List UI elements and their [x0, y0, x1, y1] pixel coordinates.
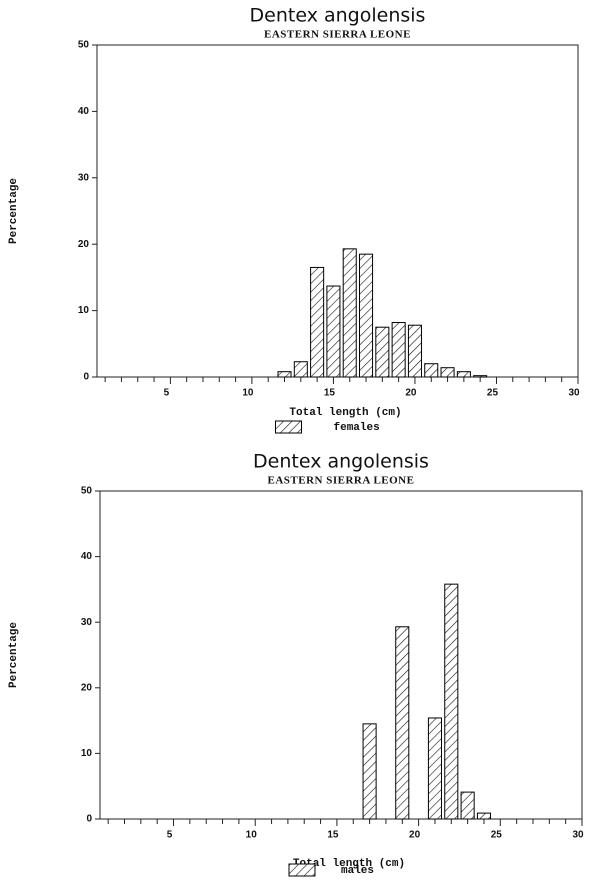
bar	[277, 371, 292, 378]
bar	[326, 285, 341, 378]
bar	[391, 322, 406, 378]
bar	[375, 326, 390, 378]
x-tick-label: 20	[405, 388, 417, 399]
y-tick-label: 10	[81, 748, 93, 759]
bar	[427, 717, 442, 820]
x-tick-label: 5	[167, 830, 173, 841]
y-tick-label: 0	[83, 372, 89, 383]
y-axis-label: Percentage	[8, 178, 20, 244]
chart-title: Dentex angolensis	[253, 451, 429, 473]
bar	[362, 723, 377, 820]
bar	[342, 248, 357, 378]
bar	[460, 791, 475, 820]
x-tick-label: 10	[246, 830, 258, 841]
y-tick-label: 40	[78, 106, 90, 117]
bar	[473, 375, 488, 378]
y-tick-label: 10	[78, 305, 90, 316]
x-tick-label: 20	[409, 830, 421, 841]
x-tick-label: 30	[568, 388, 580, 399]
legend-swatch	[288, 863, 316, 877]
legend-swatch	[275, 420, 302, 434]
x-axis-label: Total length (cm)	[293, 858, 405, 870]
y-tick-label: 50	[81, 486, 93, 497]
bar	[440, 367, 455, 378]
bar	[359, 253, 374, 378]
bar	[395, 626, 410, 820]
plot-frame	[99, 490, 583, 820]
y-tick-label: 20	[78, 239, 90, 250]
x-tick-label: 15	[324, 388, 336, 399]
y-tick-label: 50	[78, 40, 90, 51]
bar	[456, 371, 471, 378]
legend-label: males	[341, 865, 374, 877]
legend-label: females	[334, 422, 380, 434]
y-tick-label: 40	[81, 551, 93, 562]
x-tick-label: 25	[487, 388, 499, 399]
x-tick-label: 5	[164, 388, 170, 399]
y-axis-label: Percentage	[8, 622, 20, 688]
bar	[407, 324, 422, 378]
x-tick-label: 30	[572, 830, 584, 841]
bar	[293, 361, 308, 378]
bar	[444, 583, 459, 820]
y-tick-label: 30	[78, 172, 90, 183]
chart-title: Dentex angolensis	[250, 5, 426, 27]
bar	[310, 266, 325, 378]
x-axis-label: Total length (cm)	[289, 407, 401, 419]
x-tick-label: 25	[491, 830, 503, 841]
y-tick-label: 0	[86, 814, 92, 825]
x-tick-label: 15	[327, 830, 339, 841]
bar	[424, 363, 439, 378]
chart-subtitle: EASTERN SIERRA LEONE	[264, 29, 411, 41]
y-tick-label: 20	[81, 682, 93, 693]
y-tick-label: 30	[81, 617, 93, 628]
chart-subtitle: EASTERN SIERRA LEONE	[268, 475, 415, 487]
bar	[476, 812, 492, 820]
x-tick-label: 10	[242, 388, 254, 399]
